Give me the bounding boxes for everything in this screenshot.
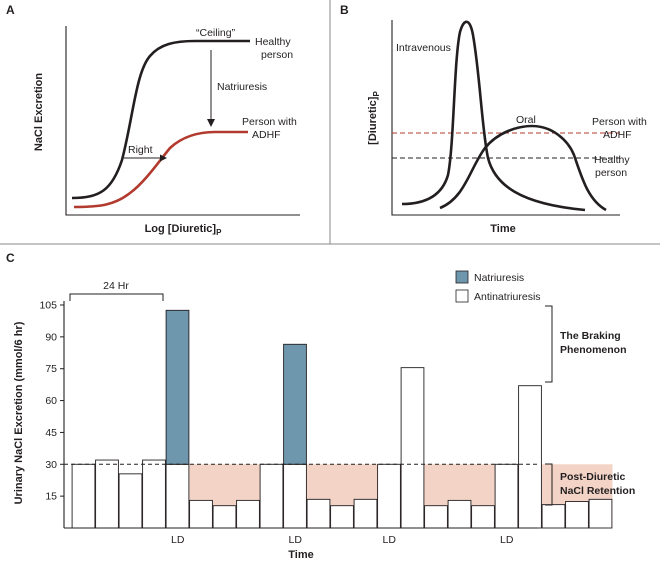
braking-label-2: Phenomenon xyxy=(560,344,627,356)
panel-a-adhf-curve xyxy=(73,130,248,209)
bar-antinatriuresis xyxy=(424,505,448,529)
panel-b-label: B xyxy=(340,3,349,17)
bar-antinatriuresis xyxy=(236,499,260,529)
legend-antinatriuresis-label: Antinatriuresis xyxy=(474,291,541,303)
panel-b-adhf-label-2: ADHF xyxy=(603,129,632,141)
panel-a-natriuresis-label: Natriuresis xyxy=(217,81,267,93)
y-tick-label-45: 45 xyxy=(45,427,57,439)
panel-a-ylabel: NaCl Excretion xyxy=(33,73,45,152)
ld-label: LD xyxy=(289,534,303,546)
retention-bracket xyxy=(545,463,553,506)
ld-label: LD xyxy=(383,534,397,546)
bar-antinatriuresis xyxy=(447,499,472,529)
bar-antinatriuresis xyxy=(588,498,613,529)
panel-c-ylabel: Urinary NaCl Excretion (mmol/6 hr) xyxy=(13,321,25,504)
ld-label: LD xyxy=(500,534,514,546)
panel-a-healthy-label-1: Healthy xyxy=(255,36,291,48)
bar-antinatriuresis xyxy=(565,501,589,529)
panel-a-right-arrowhead xyxy=(160,154,167,162)
panel-b-intravenous-curve xyxy=(401,20,586,212)
panel-a-xlabel: Log [Diuretic]P xyxy=(145,223,223,237)
bars-group xyxy=(64,309,613,529)
y-axis-ticks: 15 30 45 60 75 90 105 xyxy=(39,300,64,503)
bar-antinatriuresis xyxy=(306,498,331,529)
y-tick-label-90: 90 xyxy=(45,331,57,343)
legend-natriuresis-label: Natriuresis xyxy=(474,272,524,284)
bar-antinatriuresis xyxy=(118,473,143,529)
y-tick-label-60: 60 xyxy=(45,395,57,407)
bar-natriuresis xyxy=(283,343,307,465)
bar-ld-base xyxy=(283,463,307,529)
bar-ld-base xyxy=(494,463,519,529)
bar-antinatriuresis xyxy=(212,505,237,529)
bar-ld-base xyxy=(165,463,190,529)
legend-antinatriuresis-swatch xyxy=(455,289,469,303)
bar-antinatriuresis xyxy=(259,463,284,529)
ld-label: LD xyxy=(171,534,185,546)
bar-antinatriuresis xyxy=(400,367,425,529)
bar-antinatriuresis xyxy=(330,505,354,529)
bar-antinatriuresis xyxy=(189,499,213,529)
ld-labels: LD LD LD LD xyxy=(171,534,514,546)
bar-antinatriuresis xyxy=(471,505,495,529)
panel-c: C Urinary NaCl Excretion (mmol/6 hr) Tim… xyxy=(6,251,635,561)
panel-a-axes xyxy=(65,26,300,216)
panel-c-label: C xyxy=(6,251,15,265)
y-tick-label-15: 15 xyxy=(45,491,57,503)
panel-b-oral-label: Oral xyxy=(516,114,536,126)
bar-antinatriuresis xyxy=(541,504,566,529)
panel-a-healthy-label-2: person xyxy=(261,49,293,61)
panel-b-adhf-label-1: Person with xyxy=(592,116,647,128)
braking-bracket xyxy=(545,305,553,383)
panel-b-healthy-label-2: person xyxy=(595,167,627,179)
panel-b-xlabel: Time xyxy=(490,223,515,235)
bar-antinatriuresis xyxy=(71,463,96,529)
y-tick-label-105: 105 xyxy=(39,300,57,312)
bar-antinatriuresis xyxy=(95,459,119,529)
braking-label-1: The Braking xyxy=(560,330,621,342)
panel-a-natriuresis-arrowhead xyxy=(207,119,215,127)
panel-b: B [Diuretic]P Time Intravenous Oral Pers… xyxy=(340,3,647,235)
y-tick-label-75: 75 xyxy=(45,363,57,375)
panel-a-adhf-label-2: ADHF xyxy=(252,129,281,141)
retention-label-2: NaCl Retention xyxy=(560,485,635,497)
bracket-24hr xyxy=(69,293,164,301)
panel-b-intravenous-label: Intravenous xyxy=(396,42,451,54)
panel-b-axes xyxy=(391,20,620,216)
bar-natriuresis xyxy=(165,309,190,465)
y-tick-label-30: 30 xyxy=(45,459,57,471)
panel-b-oral-curve xyxy=(439,124,607,212)
panel-b-healthy-label-1: Healthy xyxy=(594,154,630,166)
panel-a-label: A xyxy=(6,3,15,17)
bar-antinatriuresis xyxy=(518,385,542,529)
panel-a-adhf-label-1: Person with xyxy=(242,116,297,128)
bar-antinatriuresis xyxy=(353,498,378,529)
panel-a: A NaCl Excretion Log [Diuretic]P “Ceilin… xyxy=(6,3,300,237)
panel-a-ceiling-label: “Ceiling” xyxy=(196,27,236,39)
legend-natriuresis-swatch xyxy=(455,270,469,284)
panel-a-right-label: Right xyxy=(128,144,153,156)
bar-antinatriuresis xyxy=(142,459,166,529)
panel-b-ylabel: [Diuretic]P xyxy=(367,91,381,145)
bar-ld-base xyxy=(377,463,401,529)
panel-a-healthy-curve xyxy=(71,39,250,200)
retention-label-1: Post-Diuretic xyxy=(560,471,626,483)
panel-c-xlabel: Time xyxy=(288,549,313,561)
bracket-24hr-label: 24 Hr xyxy=(103,280,129,292)
